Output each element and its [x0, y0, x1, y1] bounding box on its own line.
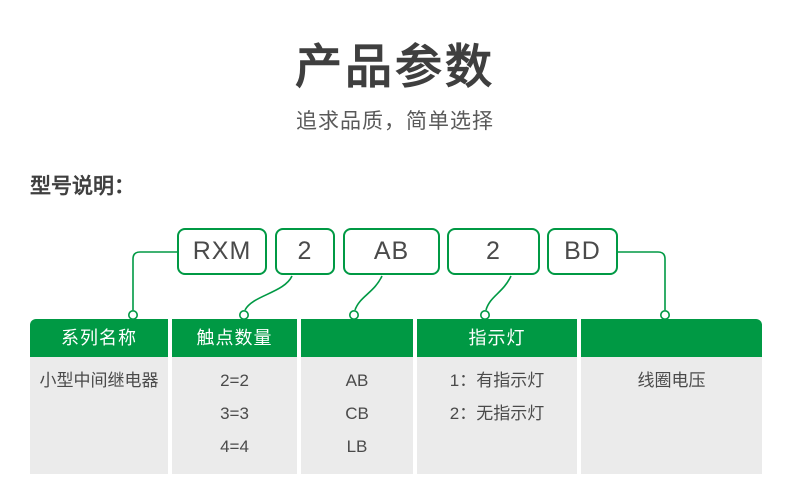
connector-line-series: [132, 251, 177, 310]
model-segment-contacts: 2: [275, 228, 335, 275]
table-column-coil-voltage: 线圈电压: [581, 319, 762, 474]
table-cell: LB: [346, 437, 368, 456]
model-explanation-label: 型号说明：: [30, 175, 135, 198]
table-column-indicator: 指示灯 1：有指示灯 2：无指示灯: [417, 319, 577, 474]
connector-dot-contacts: [239, 309, 250, 320]
connector-dot-indicator: [479, 309, 490, 320]
column-header-contacts: 触点数量: [172, 319, 297, 357]
column-body-contacts: 2=2 3=3 4=4: [172, 357, 297, 474]
column-body-series: 小型中间继电器: [30, 357, 168, 474]
table-cell: 2=2: [220, 371, 249, 390]
table-cell: 线圈电压: [637, 371, 706, 390]
model-segment-coil-voltage: BD: [547, 228, 618, 275]
column-header-coil-voltage: [581, 319, 762, 357]
model-segment-contact-type: AB: [343, 228, 440, 275]
table-cell: 1：有指示灯: [449, 371, 545, 390]
column-header-series: 系列名称: [30, 319, 168, 357]
column-body-indicator: 1：有指示灯 2：无指示灯: [417, 357, 577, 474]
column-body-coil-voltage: 线圈电压: [581, 357, 762, 474]
table-cell: 3=3: [220, 404, 249, 423]
column-body-contact-type: AB CB LB: [301, 357, 413, 474]
table-column-contacts: 触点数量 2=2 3=3 4=4: [172, 319, 297, 474]
table-cell: 小型中间继电器: [39, 371, 159, 390]
page-subtitle: 追求品质，简单选择: [296, 110, 494, 133]
connector-dot-series: [128, 309, 139, 320]
model-segment-indicator: 2: [447, 228, 540, 275]
model-segment-series: RXM: [177, 228, 267, 275]
table-cell: CB: [345, 404, 369, 423]
connector-dot-coil-voltage: [659, 309, 670, 320]
table-column-contact-type: AB CB LB: [301, 319, 413, 474]
connector-line-indicator: [485, 275, 512, 311]
connector-line-contact-type: [354, 275, 383, 311]
table-cell: 2：无指示灯: [449, 404, 545, 423]
connector-line-contacts: [244, 275, 293, 311]
connector-line-coil-voltage: [618, 251, 666, 310]
connector-dot-contact-type: [348, 309, 359, 320]
table-cell: AB: [345, 371, 369, 390]
column-header-indicator: 指示灯: [417, 319, 577, 357]
column-header-contact-type: [301, 319, 413, 357]
table-cell: 4=4: [220, 437, 249, 456]
page-title: 产品参数: [295, 40, 495, 93]
model-spec-table: 系列名称 小型中间继电器 触点数量 2=2 3=3 4=4 AB CB LB 指…: [30, 319, 762, 474]
table-column-series: 系列名称 小型中间继电器: [30, 319, 168, 474]
